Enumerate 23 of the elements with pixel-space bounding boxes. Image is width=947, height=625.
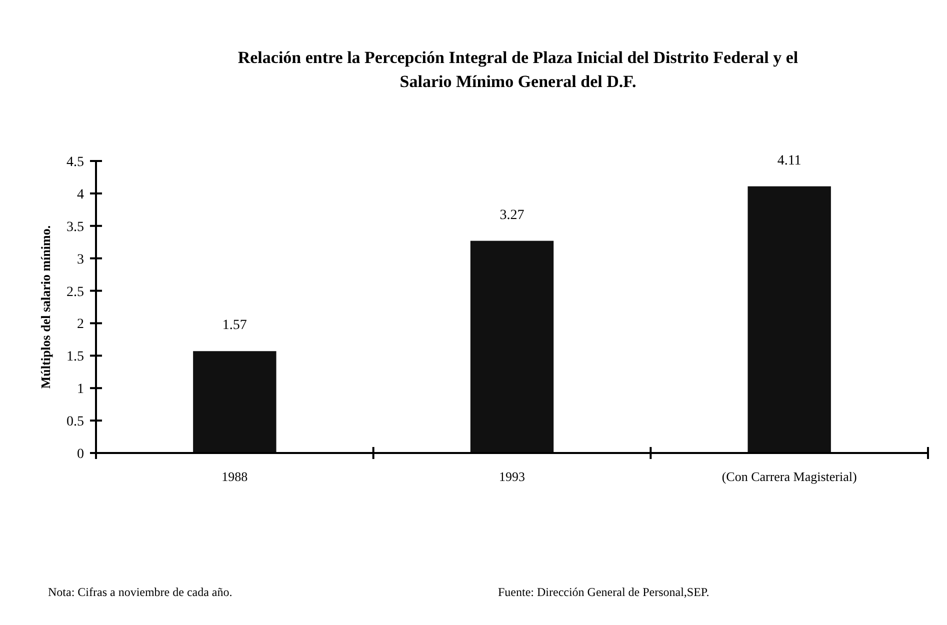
y-axis-title: Múltiplos del salario mínimo.: [38, 225, 53, 389]
data-label: 1.57: [222, 318, 247, 334]
data-label: 4.11: [777, 153, 802, 168]
source-note: Fuente: Dirección General de Personal,SEP.: [498, 585, 710, 599]
y-tick-label: 4: [77, 187, 84, 202]
y-tick-label: 1.5: [66, 350, 84, 365]
y-tick-label: 0: [77, 447, 84, 462]
y-tick-label: 3.5: [66, 220, 84, 235]
chart-title: Relación entre la Percepción Integral de Plaza Inicial del Distrito Federal y el Salario Mínimo General del D.F.: [238, 48, 798, 91]
x-tick-label: 1993: [499, 469, 525, 484]
y-tick-label: 1: [77, 382, 84, 398]
x-tick-label: (Con Carrera Magisterial): [722, 469, 857, 484]
y-tick-label: 2.5: [66, 284, 84, 300]
bar: [193, 351, 276, 453]
x-tick-label: 1988: [222, 469, 248, 484]
data-label: 3.27: [500, 208, 524, 223]
bar: [748, 186, 831, 453]
text: Nota: Cifras a noviembre de cada año.: [48, 585, 232, 599]
bar: [470, 240, 554, 453]
y-tick-label: 2: [77, 317, 84, 332]
y-tick-label: 0.5: [66, 414, 84, 430]
y-tick-label: 4.5: [66, 155, 84, 170]
y-tick-label: 3: [77, 252, 84, 268]
